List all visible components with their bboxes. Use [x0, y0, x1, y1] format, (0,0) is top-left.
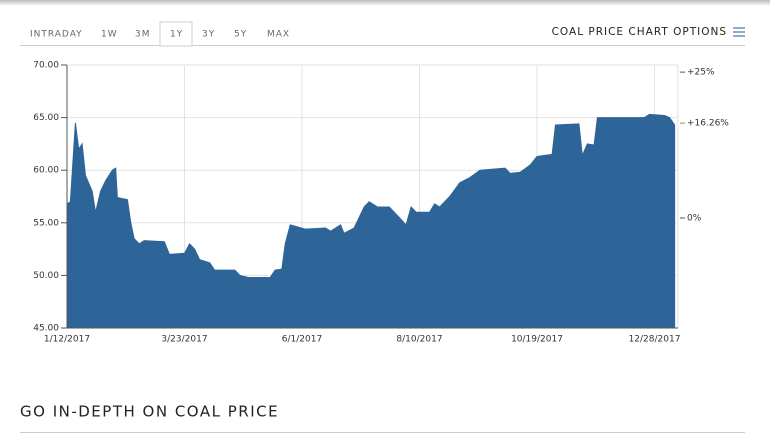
y2-tick-label: 0%: [687, 213, 702, 223]
tab[interactable]: INTRADAY: [30, 30, 83, 40]
tab[interactable]: 1W: [101, 30, 118, 40]
x-tick-label: 6/1/2017: [282, 335, 322, 345]
change-label: +16.26%: [687, 119, 729, 129]
y-tick-label: 65.00: [33, 113, 59, 123]
x-tick-label: 8/10/2017: [396, 335, 442, 345]
y-tick-label: 55.00: [33, 218, 59, 228]
x-tick-label: 12/28/2017: [629, 335, 681, 345]
selected-tab-box: [159, 21, 193, 47]
y-tick-label: 60.00: [33, 166, 59, 176]
tab[interactable]: MAX: [267, 30, 290, 40]
tab[interactable]: 1Y: [170, 30, 183, 40]
chart-options[interactable]: COAL PRICE CHART OPTIONS: [552, 26, 727, 38]
y-tick-label: 70.00: [33, 61, 59, 71]
tab[interactable]: 3Y: [202, 30, 215, 40]
tab[interactable]: 3M: [135, 30, 151, 40]
x-tick-label: 3/23/2017: [161, 335, 207, 345]
x-tick-label: 1/12/2017: [44, 335, 90, 345]
y-tick-label: 50.00: [33, 271, 59, 281]
top-shadow: [0, 0, 770, 6]
y-tick-label: 45.00: [33, 324, 59, 334]
price-area: [66, 113, 676, 329]
section-heading: GO IN-DEPTH ON COAL PRICE: [20, 403, 279, 421]
tab[interactable]: 5Y: [234, 30, 247, 40]
y2-tick-label: +25%: [687, 68, 715, 78]
menu-icon[interactable]: [733, 27, 745, 37]
x-tick-label: 10/19/2017: [511, 335, 563, 345]
